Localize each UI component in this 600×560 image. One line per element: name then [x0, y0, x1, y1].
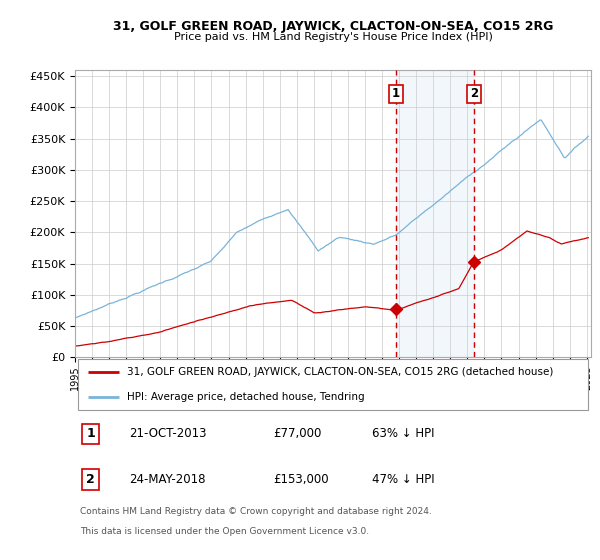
Text: HPI: Average price, detached house, Tendring: HPI: Average price, detached house, Tend… — [127, 393, 364, 403]
Text: £77,000: £77,000 — [274, 427, 322, 440]
Text: 31, GOLF GREEN ROAD, JAYWICK, CLACTON-ON-SEA, CO15 2RG: 31, GOLF GREEN ROAD, JAYWICK, CLACTON-ON… — [113, 20, 553, 32]
Text: 24-MAY-2018: 24-MAY-2018 — [129, 473, 206, 486]
FancyBboxPatch shape — [77, 360, 589, 410]
Bar — [396, 70, 474, 357]
Text: 47% ↓ HPI: 47% ↓ HPI — [372, 473, 434, 486]
Text: 2: 2 — [86, 473, 95, 486]
Text: This data is licensed under the Open Government Licence v3.0.: This data is licensed under the Open Gov… — [80, 528, 369, 536]
Text: 2: 2 — [470, 87, 478, 100]
Text: 21-OCT-2013: 21-OCT-2013 — [129, 427, 206, 440]
Text: £153,000: £153,000 — [274, 473, 329, 486]
Text: Contains HM Land Registry data © Crown copyright and database right 2024.: Contains HM Land Registry data © Crown c… — [80, 507, 432, 516]
Text: 1: 1 — [86, 427, 95, 440]
Text: Price paid vs. HM Land Registry's House Price Index (HPI): Price paid vs. HM Land Registry's House … — [173, 32, 493, 42]
Text: 31, GOLF GREEN ROAD, JAYWICK, CLACTON-ON-SEA, CO15 2RG (detached house): 31, GOLF GREEN ROAD, JAYWICK, CLACTON-ON… — [127, 367, 553, 377]
Text: 63% ↓ HPI: 63% ↓ HPI — [372, 427, 434, 440]
Text: 1: 1 — [392, 87, 400, 100]
